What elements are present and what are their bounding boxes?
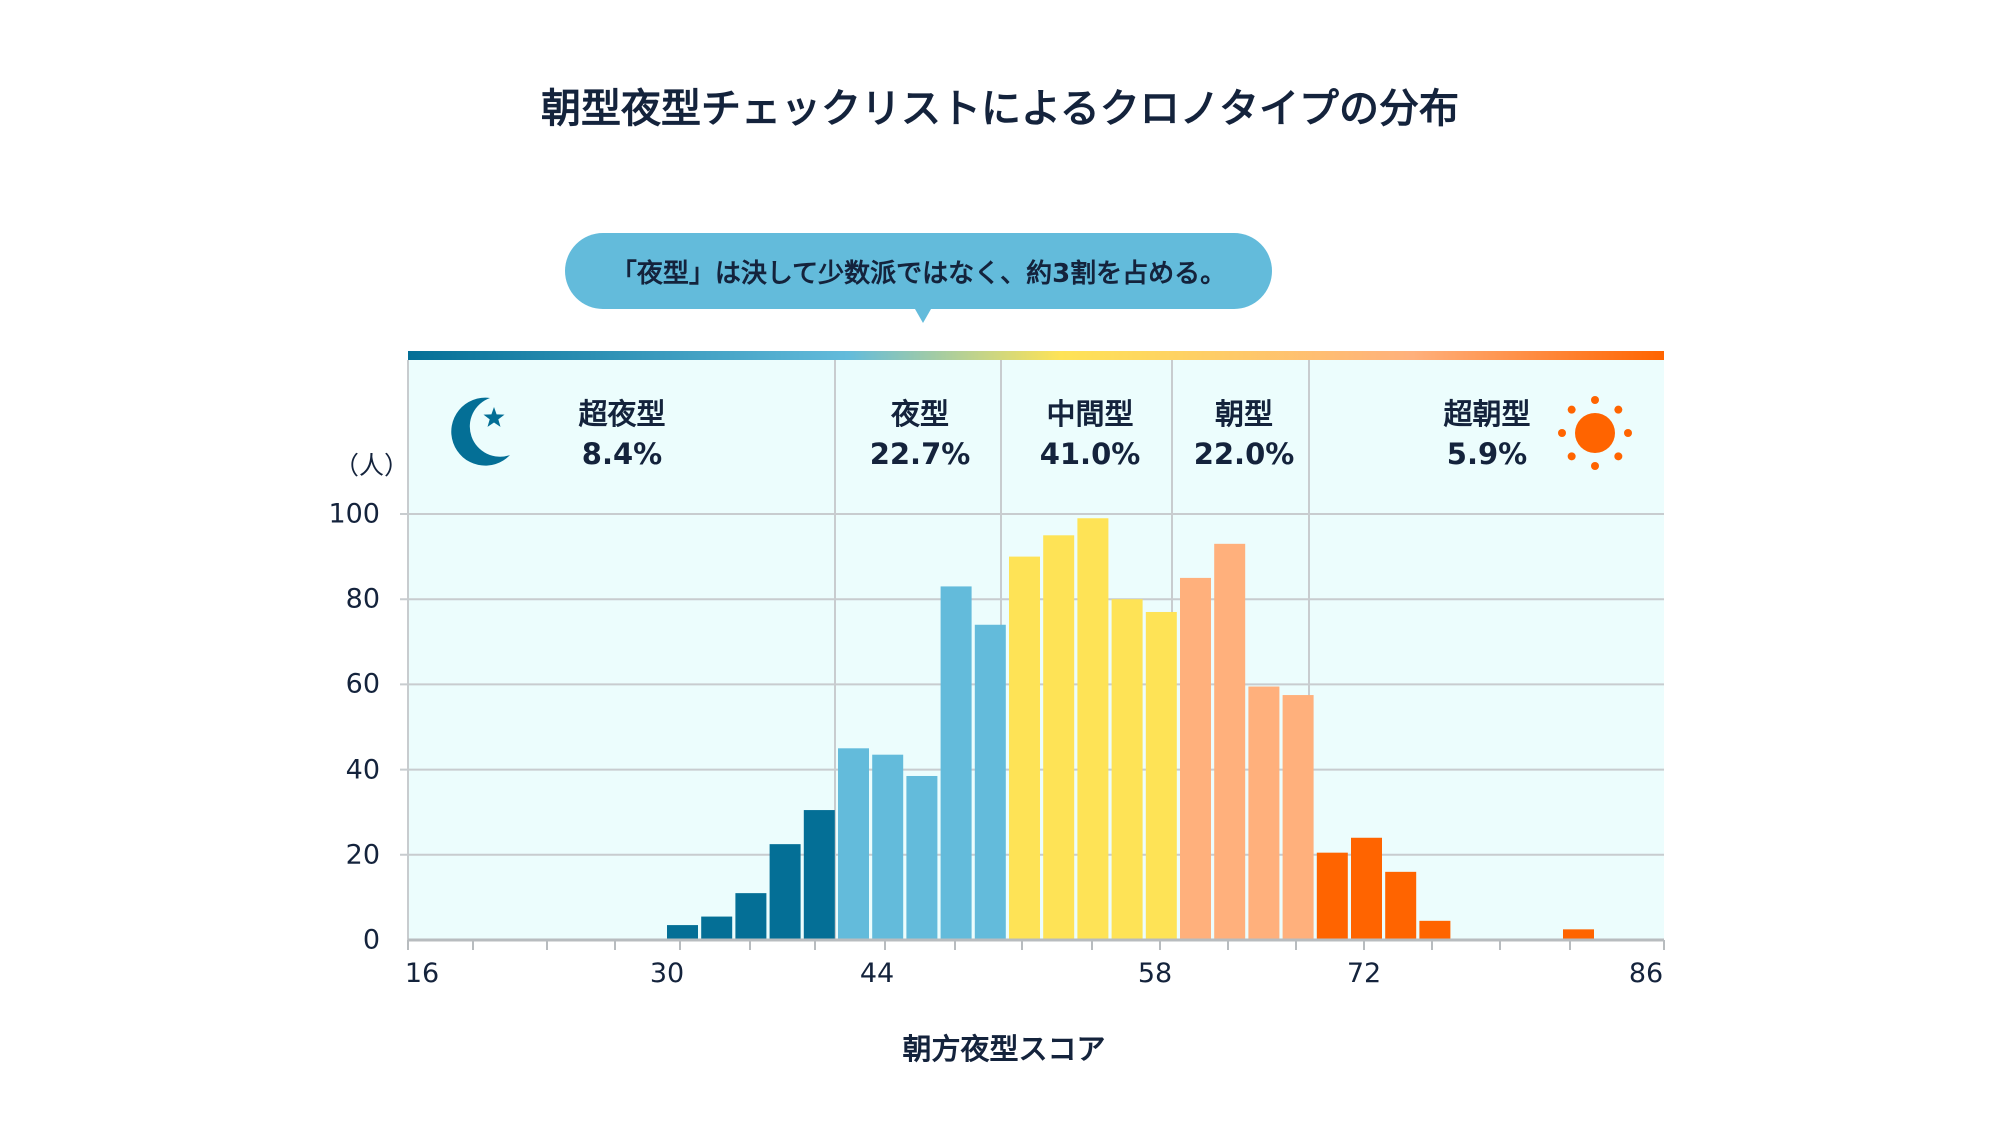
sun-icon bbox=[1558, 396, 1632, 470]
bar bbox=[1111, 599, 1143, 940]
callout-text: 「夜型」は決して少数派ではなく、約3割を占める。 bbox=[610, 258, 1227, 289]
bar bbox=[1351, 837, 1382, 940]
x-tick-label: 16 bbox=[404, 958, 440, 989]
bar bbox=[1316, 852, 1348, 940]
group-percent: 22.7% bbox=[869, 437, 971, 471]
x-tick-label: 72 bbox=[1346, 958, 1382, 989]
bar bbox=[838, 748, 869, 940]
group-percent: 5.9% bbox=[1446, 437, 1528, 471]
bar bbox=[803, 810, 835, 940]
x-tick-label: 58 bbox=[1137, 958, 1173, 989]
group-name: 夜型 bbox=[890, 397, 950, 431]
moon-star-icon bbox=[451, 397, 510, 466]
bar bbox=[667, 925, 698, 940]
bar bbox=[1077, 518, 1109, 940]
group-name: 朝型 bbox=[1214, 397, 1274, 431]
bar bbox=[1043, 535, 1075, 940]
bar bbox=[1009, 556, 1040, 940]
bar bbox=[735, 893, 767, 940]
x-tick-label: 86 bbox=[1628, 958, 1664, 989]
bar bbox=[769, 844, 801, 940]
group-label-night: 夜型 22.7% bbox=[870, 394, 971, 474]
bar bbox=[1180, 577, 1211, 940]
group-name: 超朝型 bbox=[1443, 397, 1531, 431]
bar bbox=[906, 775, 938, 940]
group-name: 中間型 bbox=[1046, 397, 1134, 431]
bar bbox=[701, 916, 733, 940]
bar bbox=[1282, 695, 1314, 940]
group-name: 超夜型 bbox=[578, 397, 666, 431]
group-label-morning: 朝型 22.0% bbox=[1194, 394, 1295, 474]
group-percent: 22.0% bbox=[1193, 437, 1295, 471]
y-tick-label: 20 bbox=[345, 839, 380, 871]
bar bbox=[872, 754, 904, 940]
bar bbox=[1145, 611, 1177, 940]
x-axis-label: 朝方夜型スコア bbox=[902, 1032, 1106, 1066]
group-label-super-morning: 超朝型 5.9% bbox=[1443, 394, 1530, 474]
bar bbox=[974, 624, 1006, 940]
group-percent: 8.4% bbox=[581, 437, 663, 471]
x-tick-label: 44 bbox=[859, 958, 895, 989]
y-tick-label: 60 bbox=[345, 668, 380, 700]
y-axis-unit: （人） bbox=[334, 451, 410, 480]
callout-bubble: 「夜型」は決して少数派ではなく、約3割を占める。 bbox=[565, 233, 1272, 323]
bar bbox=[1248, 686, 1280, 940]
bar bbox=[1385, 871, 1417, 940]
chart-title: 朝型夜型チェックリストによるクロノタイプの分布 bbox=[541, 86, 1459, 132]
group-label-middle: 中間型 41.0% bbox=[1040, 394, 1141, 474]
group-label-super-night: 超夜型 8.4% bbox=[578, 394, 665, 474]
group-percent: 41.0% bbox=[1039, 437, 1141, 471]
gradient-bar bbox=[408, 351, 1664, 360]
bar bbox=[1563, 929, 1594, 940]
bar bbox=[940, 586, 972, 940]
x-tick-label: 30 bbox=[649, 958, 685, 989]
bar bbox=[1419, 920, 1451, 940]
y-tick-label: 80 bbox=[345, 583, 380, 615]
y-tick-label: 0 bbox=[362, 924, 380, 956]
y-tick-label: 100 bbox=[328, 498, 380, 530]
y-tick-label: 40 bbox=[345, 754, 380, 786]
bar bbox=[1214, 543, 1246, 940]
